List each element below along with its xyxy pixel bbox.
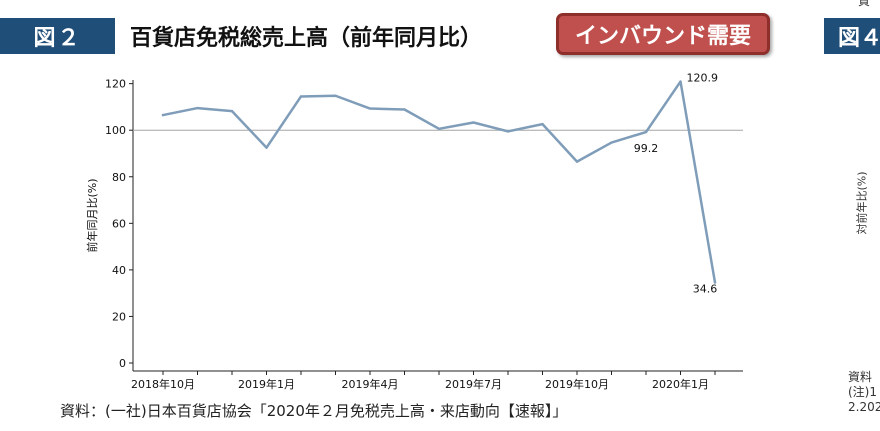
data-point <box>644 130 648 134</box>
y-tick-label: 40 <box>112 264 126 277</box>
data-point <box>713 281 717 284</box>
y-tick-label: 100 <box>105 124 126 137</box>
y-axis-label: 前年同月比(%) <box>85 178 99 252</box>
x-tick-label: 2019年10月 <box>545 377 609 391</box>
next-panel-top-fragment: 質 <box>858 0 871 8</box>
data-point <box>368 107 372 110</box>
data-point <box>472 121 475 124</box>
data-point <box>334 94 337 97</box>
next-panel-notes: 資料 (注)1 2.202 <box>848 370 880 415</box>
data-label: 120.9 <box>687 72 719 85</box>
next-panel-note: (注)1 <box>848 385 877 399</box>
x-tick-label: 2019年7月 <box>445 377 502 391</box>
next-panel-y-axis-label: 対前年比(%) <box>855 171 869 235</box>
data-label: 34.6 <box>693 282 718 295</box>
data-label: 99.2 <box>634 142 659 155</box>
chart-title: 百貨店免税総売上高（前年同月比） <box>130 26 483 51</box>
data-point <box>299 95 303 98</box>
data-point <box>437 127 441 131</box>
y-tick-label: 0 <box>119 357 126 370</box>
next-panel-note: 2.202 <box>848 400 880 414</box>
y-tick-label: 120 <box>105 78 126 91</box>
data-point <box>679 80 682 83</box>
y-tick-label: 80 <box>112 171 126 184</box>
source-note: 資料：(一社)日本百貨店協会「2020年２月免税売上高・来店動向【速報】」 <box>60 402 568 420</box>
x-tick-label: 2020年1月 <box>652 377 709 391</box>
data-point <box>506 130 510 133</box>
data-point <box>161 113 165 117</box>
line-chart: 0 20 40 60 80 100 120 2018年10月 2019年1月 2019年4月 201… <box>85 72 743 391</box>
next-panel-note: 資料 <box>848 370 873 384</box>
data-point <box>265 146 268 149</box>
series-line <box>161 80 717 284</box>
inbound-demand-badge: インバウンド需要 <box>556 13 770 55</box>
data-point <box>610 141 613 144</box>
figure-number: 図２ <box>0 18 115 54</box>
y-tick-label: 60 <box>112 217 126 230</box>
x-tick-label: 2019年4月 <box>342 377 399 391</box>
data-point <box>403 108 406 111</box>
x-tick-label: 2019年1月 <box>238 377 295 391</box>
y-tick-label: 20 <box>112 310 126 323</box>
data-point <box>196 106 199 110</box>
data-point <box>230 109 234 113</box>
data-point <box>541 122 544 126</box>
next-figure-number: 図４ <box>824 18 880 54</box>
data-point <box>575 160 579 163</box>
x-tick-label: 2018年10月 <box>131 377 195 391</box>
